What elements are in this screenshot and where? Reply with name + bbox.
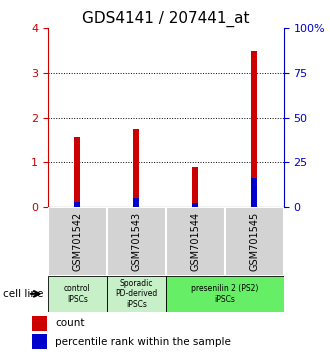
Bar: [133, 198, 139, 207]
Bar: [74, 137, 80, 207]
Text: Sporadic
PD-derived
iPSCs: Sporadic PD-derived iPSCs: [115, 279, 157, 309]
Bar: [107, 276, 166, 312]
Bar: [133, 129, 139, 207]
Text: GSM701545: GSM701545: [249, 212, 259, 271]
Bar: [107, 207, 166, 276]
Text: count: count: [55, 318, 85, 329]
Bar: [48, 207, 107, 276]
Text: GSM701542: GSM701542: [72, 212, 82, 271]
Title: GDS4141 / 207441_at: GDS4141 / 207441_at: [82, 11, 249, 27]
Bar: [32, 334, 47, 349]
Text: presenilin 2 (PS2)
iPSCs: presenilin 2 (PS2) iPSCs: [191, 284, 258, 303]
Bar: [251, 51, 257, 207]
Bar: [166, 276, 284, 312]
Bar: [251, 178, 257, 207]
Text: control
IPSCs: control IPSCs: [64, 284, 91, 303]
Text: cell line: cell line: [3, 289, 44, 299]
Bar: [225, 207, 284, 276]
Bar: [166, 207, 225, 276]
Bar: [74, 202, 80, 207]
Bar: [192, 167, 198, 207]
Bar: [32, 316, 47, 331]
Text: percentile rank within the sample: percentile rank within the sample: [55, 337, 231, 347]
Bar: [48, 276, 107, 312]
Text: GSM701544: GSM701544: [190, 212, 200, 271]
Text: GSM701543: GSM701543: [131, 212, 141, 271]
Bar: [192, 202, 198, 207]
